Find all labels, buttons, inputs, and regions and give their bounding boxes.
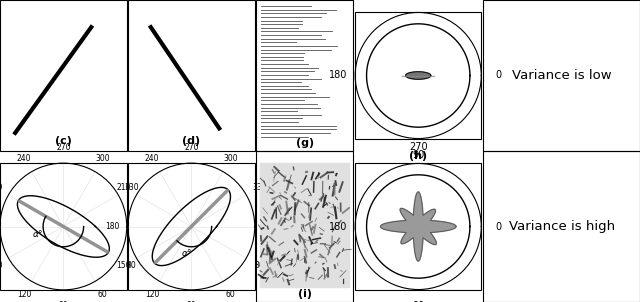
Bar (128, 163, 255, 290)
Bar (260, 163, 349, 287)
Text: Variance is high: Variance is high (509, 220, 614, 233)
Text: (d): (d) (182, 137, 200, 146)
Text: Variance is low: Variance is low (512, 69, 611, 82)
Polygon shape (406, 72, 431, 79)
Polygon shape (380, 192, 456, 261)
Text: (c): (c) (55, 137, 72, 146)
Text: $\alpha$°: $\alpha$° (32, 228, 44, 239)
Bar (355, 163, 481, 290)
Bar (0, 163, 127, 290)
Text: (h): (h) (409, 151, 428, 161)
Text: (g): (g) (296, 138, 314, 148)
Text: $\alpha$°: $\alpha$° (181, 247, 193, 258)
Bar (355, 12, 481, 139)
Text: (i): (i) (298, 289, 312, 299)
